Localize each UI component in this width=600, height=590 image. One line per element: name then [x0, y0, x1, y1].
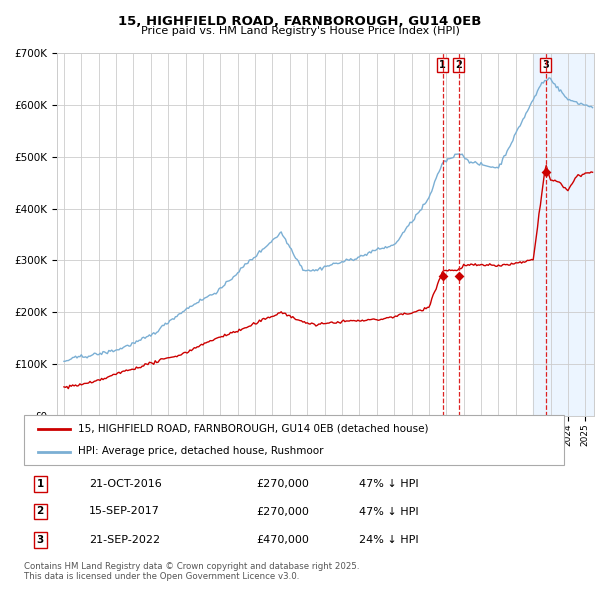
Text: 15, HIGHFIELD ROAD, FARNBOROUGH, GU14 0EB (detached house): 15, HIGHFIELD ROAD, FARNBOROUGH, GU14 0E…: [78, 424, 428, 434]
Text: 15, HIGHFIELD ROAD, FARNBOROUGH, GU14 0EB: 15, HIGHFIELD ROAD, FARNBOROUGH, GU14 0E…: [118, 15, 482, 28]
Text: 21-OCT-2016: 21-OCT-2016: [89, 478, 161, 489]
Text: 1: 1: [37, 478, 44, 489]
Point: [541, 168, 550, 177]
Text: £470,000: £470,000: [256, 535, 309, 545]
Text: 3: 3: [37, 535, 44, 545]
Point: [438, 271, 448, 281]
Text: 2: 2: [37, 506, 44, 516]
Text: 47% ↓ HPI: 47% ↓ HPI: [359, 506, 418, 516]
FancyBboxPatch shape: [24, 415, 564, 465]
Bar: [533, 53, 594, 416]
Text: £270,000: £270,000: [256, 478, 309, 489]
Text: HPI: Average price, detached house, Rushmoor: HPI: Average price, detached house, Rush…: [78, 447, 323, 457]
Text: 1: 1: [439, 60, 446, 70]
Point: [454, 271, 463, 281]
Text: 47% ↓ HPI: 47% ↓ HPI: [359, 478, 418, 489]
Text: 24% ↓ HPI: 24% ↓ HPI: [359, 535, 418, 545]
Text: Price paid vs. HM Land Registry's House Price Index (HPI): Price paid vs. HM Land Registry's House …: [140, 26, 460, 36]
Text: 15-SEP-2017: 15-SEP-2017: [89, 506, 160, 516]
Text: 21-SEP-2022: 21-SEP-2022: [89, 535, 160, 545]
Text: 2: 2: [455, 60, 462, 70]
Text: Contains HM Land Registry data © Crown copyright and database right 2025.
This d: Contains HM Land Registry data © Crown c…: [24, 562, 359, 581]
Text: £270,000: £270,000: [256, 506, 309, 516]
Text: 3: 3: [542, 60, 549, 70]
